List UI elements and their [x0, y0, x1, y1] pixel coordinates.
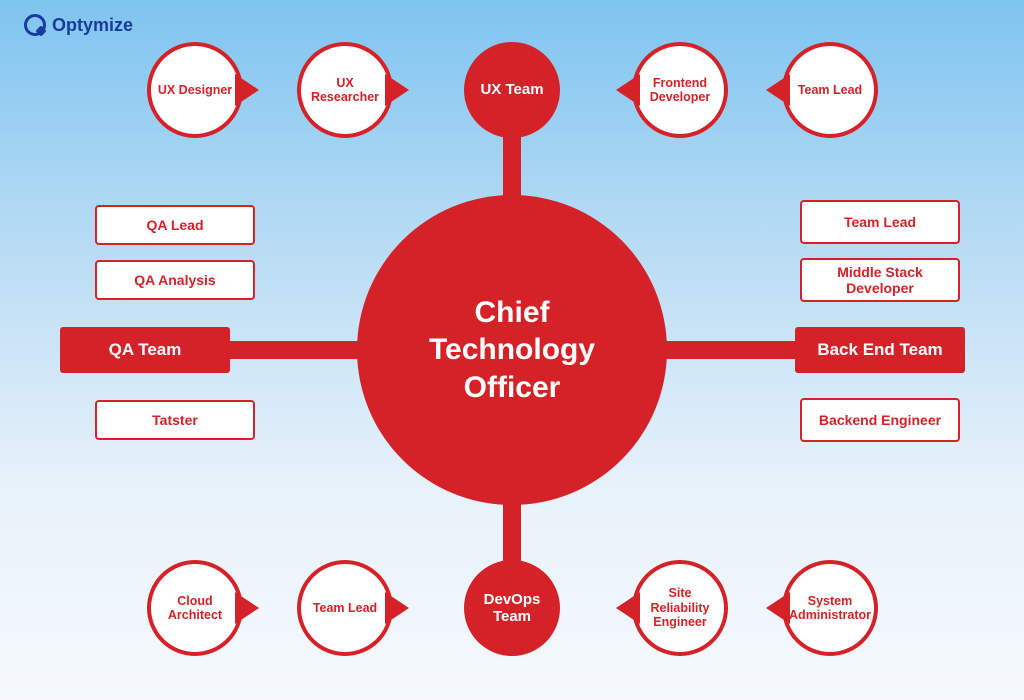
role-qa-analysis: QA Analysis	[95, 260, 255, 300]
role-label: UX Designer	[158, 83, 232, 97]
brand-logo: Optymize	[24, 14, 133, 36]
brand-name: Optymize	[52, 15, 133, 36]
team-ux: UX Team	[464, 42, 560, 138]
role-label: Cloud Architect	[157, 594, 233, 623]
pointer-icon	[235, 74, 259, 106]
pointer-icon	[385, 74, 409, 106]
pointer-icon	[766, 74, 790, 106]
center-line3: Officer	[429, 369, 595, 407]
pointer-icon	[235, 592, 259, 624]
role-label: Tatster	[152, 412, 198, 428]
org-chart-canvas: Optymize Chief Technology Officer UX Tea…	[0, 0, 1024, 700]
role-label: Team Lead	[844, 214, 916, 230]
role-team-lead-backend: Team Lead	[800, 200, 960, 244]
role-tatster: Tatster	[95, 400, 255, 440]
role-label: QA Lead	[146, 217, 203, 233]
pointer-icon	[616, 74, 640, 106]
role-qa-lead: QA Lead	[95, 205, 255, 245]
role-cloud-architect: Cloud Architect	[147, 560, 243, 656]
role-team-lead-devops: Team Lead	[297, 560, 393, 656]
role-label: Site Reliability Engineer	[642, 586, 718, 629]
role-label: Backend Engineer	[819, 412, 941, 428]
team-qa: QA Team	[60, 327, 230, 373]
team-qa-label: QA Team	[109, 341, 182, 360]
team-devops-label: DevOps Team	[464, 591, 560, 626]
pointer-icon	[766, 592, 790, 624]
role-label: Team Lead	[798, 83, 862, 97]
center-line1: Chief	[429, 294, 595, 332]
pointer-icon	[385, 592, 409, 624]
role-label: System Administrator	[789, 594, 871, 623]
role-ux-researcher: UX Researcher	[297, 42, 393, 138]
role-label: Middle Stack Developer	[812, 264, 948, 296]
pointer-icon	[616, 592, 640, 624]
role-frontend-dev: Frontend Developer	[632, 42, 728, 138]
role-backend-engineer: Backend Engineer	[800, 398, 960, 442]
team-backend-label: Back End Team	[817, 341, 942, 360]
center-cto: Chief Technology Officer	[357, 195, 667, 505]
logo-icon	[24, 14, 46, 36]
team-backend: Back End Team	[795, 327, 965, 373]
role-sysadmin: System Administrator	[782, 560, 878, 656]
role-label: Team Lead	[313, 601, 377, 615]
role-ux-designer: UX Designer	[147, 42, 243, 138]
center-line2: Technology	[429, 331, 595, 369]
role-label: Frontend Developer	[642, 76, 718, 105]
role-label: UX Researcher	[307, 76, 383, 105]
role-team-lead-ux: Team Lead	[782, 42, 878, 138]
team-ux-label: UX Team	[480, 81, 543, 98]
team-devops: DevOps Team	[464, 560, 560, 656]
role-label: QA Analysis	[134, 272, 215, 288]
role-middle-stack: Middle Stack Developer	[800, 258, 960, 302]
role-sre: Site Reliability Engineer	[632, 560, 728, 656]
